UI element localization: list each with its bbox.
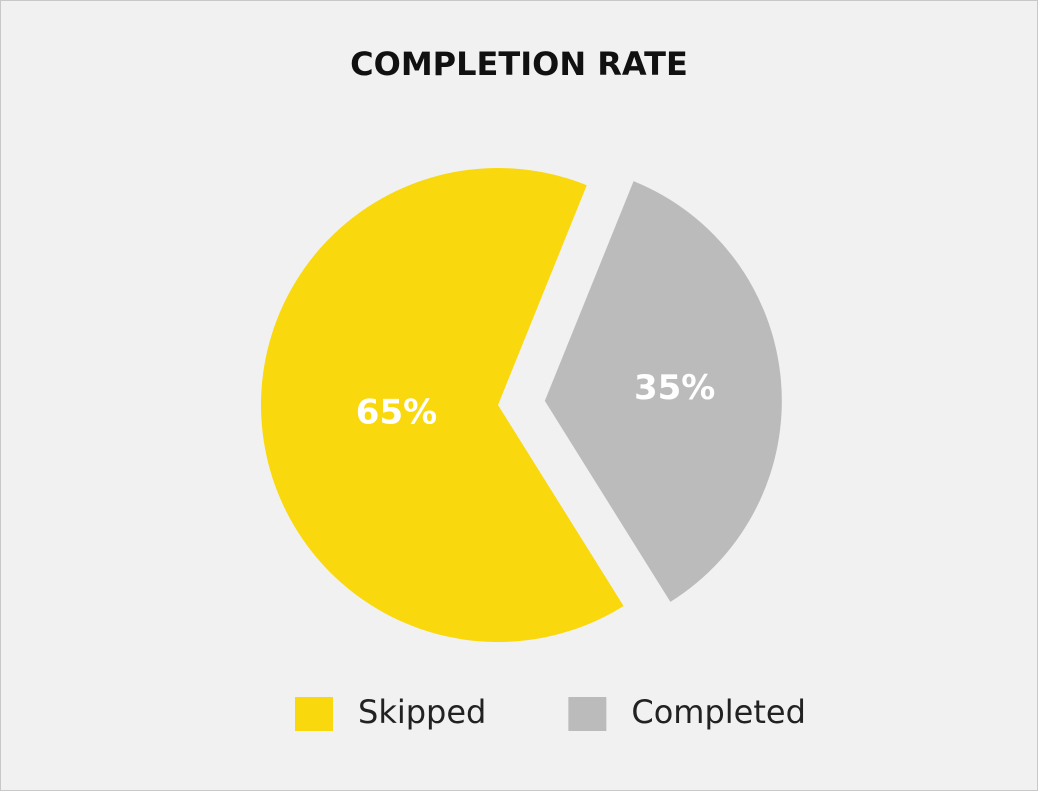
legend-label: Completed	[631, 693, 806, 731]
legend-swatch	[295, 697, 333, 731]
legend-label: Skipped	[358, 693, 486, 731]
legend-swatch	[568, 697, 607, 731]
pie-slice	[544, 181, 782, 602]
data-label: 65%	[356, 392, 437, 432]
data-label: 35%	[634, 368, 715, 408]
chart-title: COMPLETION RATE	[350, 45, 688, 83]
pie-slice	[261, 168, 624, 643]
